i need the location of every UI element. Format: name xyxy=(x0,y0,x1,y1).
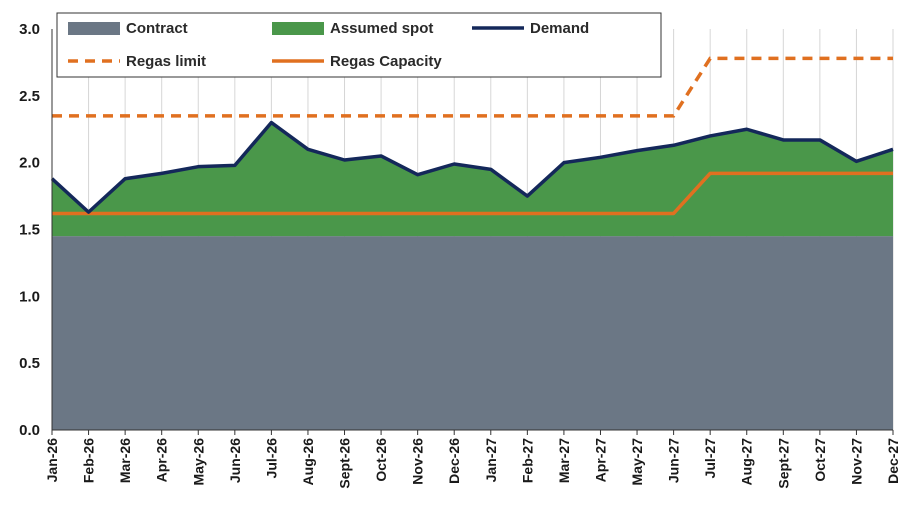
x-tick-label: Aug-27 xyxy=(739,438,755,486)
x-tick-label: Sept-26 xyxy=(337,438,353,489)
legend-demand-label: Demand xyxy=(530,20,589,37)
x-tick-label: Sept-27 xyxy=(775,438,791,489)
y-tick-label: 2.5 xyxy=(19,88,40,105)
legend-box xyxy=(56,12,662,78)
y-axis-ticks: 0.0 0.5 1.0 1.5 2.0 2.5 3.0 xyxy=(19,21,40,439)
x-tick-label: Dec-27 xyxy=(885,438,901,484)
y-tick-label: 1.5 xyxy=(19,222,40,239)
x-tick-label: Jun-27 xyxy=(666,438,682,483)
x-tick-label: Aug-26 xyxy=(300,438,316,486)
x-tick-label: Feb-27 xyxy=(519,438,535,483)
x-tick-label: Jan-26 xyxy=(44,438,60,483)
legend-contract-swatch xyxy=(68,22,120,35)
x-tick-label: Dec-26 xyxy=(446,438,462,484)
x-tick-label: Apr-26 xyxy=(154,438,170,483)
legend: Contract Assumed spot Demand Regas limit Reg… xyxy=(56,12,662,78)
x-tick-label: Jan-27 xyxy=(483,438,499,483)
x-tick-label: Nov-26 xyxy=(410,438,426,485)
y-tick-label: 2.0 xyxy=(19,155,40,172)
legend-assumed-spot-label: Assumed spot xyxy=(330,20,433,37)
x-tick-label: Jul-27 xyxy=(702,438,718,479)
line-regas-capacity xyxy=(52,171,893,216)
x-tick-label: Oct-27 xyxy=(812,438,828,482)
legend-regas-limit-label: Regas limit xyxy=(126,53,206,70)
x-tick-label: Mar-26 xyxy=(117,438,133,483)
axes xyxy=(51,29,893,431)
area-assumed-spot xyxy=(52,122,893,237)
line-series xyxy=(50,56,894,216)
line-regas-limit xyxy=(52,56,893,118)
x-tick-label: Oct-26 xyxy=(373,438,389,482)
y-tick-label: 3.0 xyxy=(19,21,40,38)
area-series xyxy=(52,122,893,430)
y-tick-label: 0.5 xyxy=(19,355,40,372)
x-tick-label: Apr-27 xyxy=(592,438,608,483)
legend-contract-label: Contract xyxy=(126,20,188,37)
legend-assumed-spot-swatch xyxy=(272,22,324,35)
y-tick-label: 1.0 xyxy=(19,288,40,305)
x-tick-label: Nov-27 xyxy=(848,438,864,485)
x-tick-label: Feb-26 xyxy=(81,438,97,483)
x-tick-label: May-26 xyxy=(190,438,206,486)
area-contract xyxy=(52,236,893,430)
x-tick-label: Jun-26 xyxy=(227,438,243,483)
x-tick-label: May-27 xyxy=(629,438,645,486)
x-tick-label: Jul-26 xyxy=(263,438,279,479)
legend-regas-capacity-label: Regas Capacity xyxy=(330,53,442,70)
x-tick-label: Mar-27 xyxy=(556,438,572,483)
line-demand xyxy=(50,120,894,214)
y-tick-label: 0.0 xyxy=(19,422,40,439)
x-axis-ticks: Jan-26 Feb-26 Mar-26 Apr-26 May-26 Jun-26 Jul-… xyxy=(44,430,901,489)
